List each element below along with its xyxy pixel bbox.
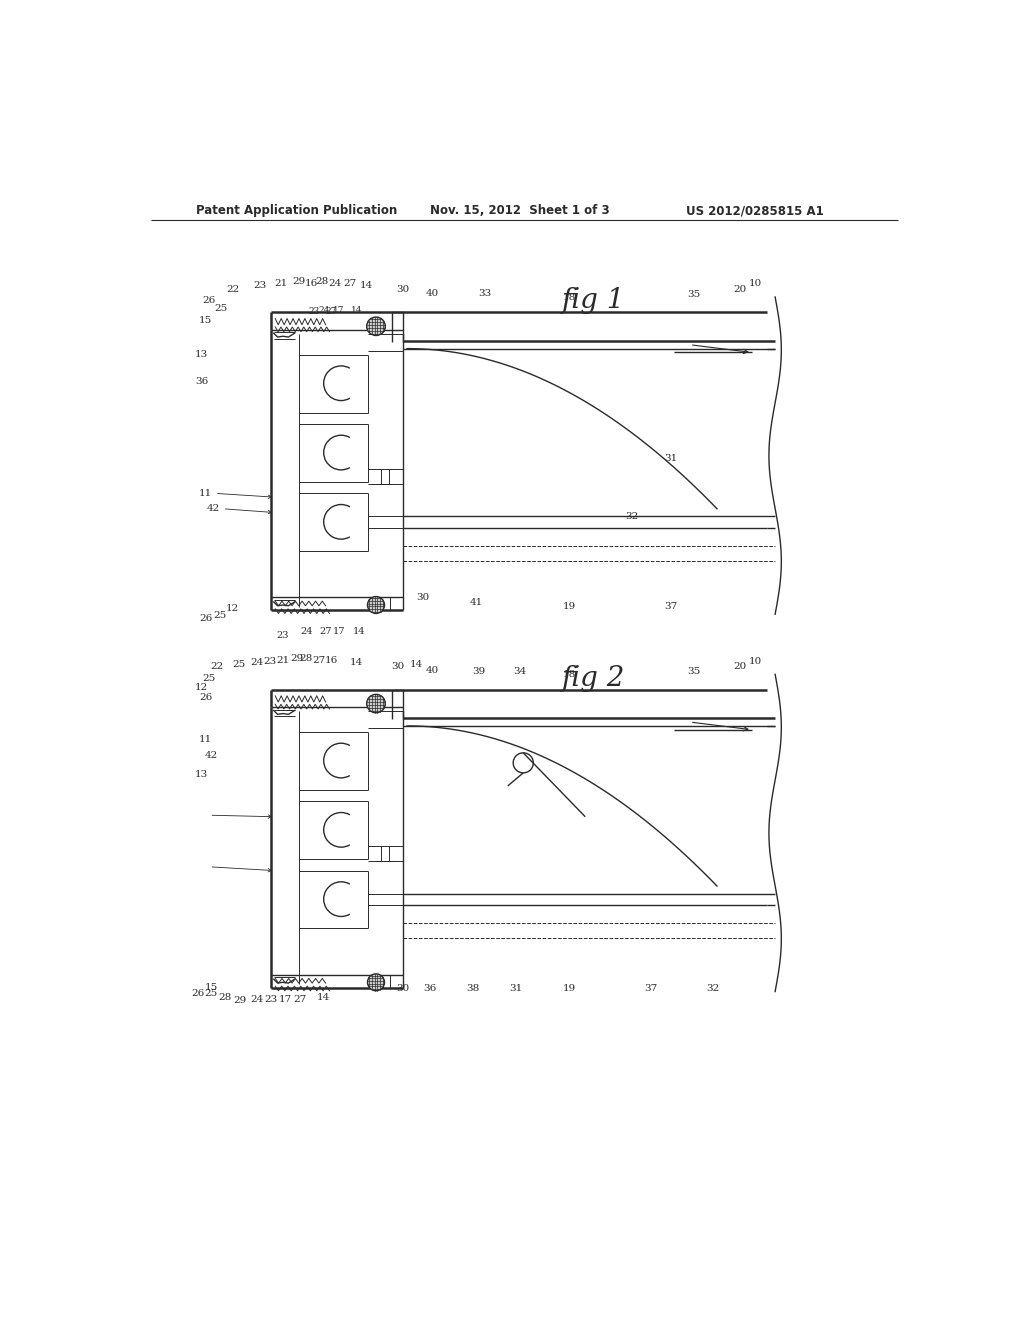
Text: 14: 14 [316, 993, 330, 1002]
Text: 17: 17 [279, 995, 292, 1003]
Text: 26: 26 [191, 990, 205, 998]
Text: 25: 25 [202, 673, 215, 682]
Text: 23: 23 [253, 281, 266, 290]
Text: 16: 16 [305, 280, 318, 288]
Text: 11: 11 [199, 488, 212, 498]
Text: 40: 40 [426, 289, 439, 297]
Text: Nov. 15, 2012  Sheet 1 of 3: Nov. 15, 2012 Sheet 1 of 3 [430, 205, 610, 218]
Text: 42: 42 [207, 504, 220, 513]
Text: 25: 25 [205, 990, 217, 998]
Text: 20: 20 [733, 663, 746, 671]
Text: 24: 24 [329, 280, 342, 288]
Text: 26: 26 [199, 614, 212, 623]
Text: 39: 39 [472, 668, 485, 676]
Text: 10: 10 [750, 280, 763, 288]
Text: 42: 42 [205, 751, 217, 759]
Text: 24: 24 [251, 659, 264, 667]
Text: 32: 32 [625, 512, 638, 521]
Text: 21: 21 [274, 280, 288, 288]
Text: 30: 30 [396, 285, 410, 294]
Circle shape [367, 694, 385, 713]
Text: 36: 36 [424, 983, 437, 993]
Text: 28: 28 [218, 993, 231, 1002]
Text: 23: 23 [276, 631, 289, 640]
Text: 21: 21 [276, 656, 290, 665]
Text: 13: 13 [195, 770, 208, 779]
Circle shape [367, 317, 385, 335]
Text: 16: 16 [325, 656, 338, 665]
Text: 36: 36 [195, 378, 208, 387]
Text: 18: 18 [563, 669, 577, 678]
Text: US 2012/0285815 A1: US 2012/0285815 A1 [686, 205, 823, 218]
Text: 40: 40 [426, 667, 439, 675]
Text: 35: 35 [687, 290, 700, 300]
Text: 15: 15 [199, 315, 212, 325]
Text: 12: 12 [226, 605, 240, 614]
Text: 27: 27 [326, 308, 337, 315]
Text: 27: 27 [312, 656, 326, 665]
Text: 41: 41 [470, 598, 483, 607]
Text: 15: 15 [205, 983, 218, 993]
Text: 13: 13 [195, 350, 208, 359]
Text: 30: 30 [416, 593, 429, 602]
Text: 23: 23 [263, 657, 276, 665]
Text: 17: 17 [333, 627, 345, 636]
Text: 19: 19 [563, 983, 577, 993]
Text: 31: 31 [509, 983, 522, 993]
Text: 26: 26 [203, 297, 216, 305]
Text: 18: 18 [563, 293, 577, 301]
Text: fig 2: fig 2 [562, 665, 626, 692]
Text: 14: 14 [410, 660, 423, 669]
Text: 24: 24 [251, 995, 264, 1003]
Text: 32: 32 [707, 983, 720, 993]
Text: 24: 24 [300, 627, 312, 636]
Circle shape [368, 974, 385, 991]
Text: 25: 25 [232, 660, 246, 669]
Text: 29: 29 [233, 995, 247, 1005]
Text: 27: 27 [344, 280, 357, 288]
Text: 14: 14 [350, 659, 364, 667]
Text: 31: 31 [664, 454, 677, 463]
Text: 27: 27 [319, 627, 332, 636]
Text: 14: 14 [352, 627, 366, 636]
Text: 37: 37 [664, 602, 677, 611]
Circle shape [368, 597, 385, 614]
Text: 11: 11 [199, 735, 212, 744]
Text: 23: 23 [265, 995, 278, 1003]
Text: 22: 22 [226, 285, 240, 294]
Text: 29: 29 [292, 277, 305, 286]
Text: 28: 28 [300, 655, 313, 664]
Text: 19: 19 [563, 602, 577, 611]
Text: 37: 37 [644, 983, 657, 993]
Text: 34: 34 [513, 668, 526, 676]
Text: 29: 29 [291, 655, 303, 664]
Text: 14: 14 [359, 281, 373, 290]
Text: 22: 22 [211, 663, 224, 671]
Text: Patent Application Publication: Patent Application Publication [197, 205, 397, 218]
Text: 33: 33 [478, 289, 492, 297]
Text: 30: 30 [396, 983, 410, 993]
Text: 27: 27 [294, 995, 306, 1003]
Text: 14: 14 [351, 306, 362, 314]
Text: fig 1: fig 1 [562, 288, 626, 314]
Text: 35: 35 [687, 668, 700, 676]
Text: 28: 28 [315, 277, 329, 286]
Text: 24: 24 [318, 306, 330, 314]
Text: 38: 38 [466, 983, 479, 993]
Text: 12: 12 [195, 682, 208, 692]
Text: 25: 25 [214, 304, 227, 313]
Text: 20: 20 [733, 285, 746, 294]
Text: 23: 23 [308, 308, 319, 315]
Text: 25: 25 [213, 611, 226, 619]
Text: 10: 10 [750, 657, 763, 665]
Text: 26: 26 [199, 693, 212, 702]
Text: 30: 30 [391, 663, 404, 671]
Text: 17: 17 [333, 306, 344, 314]
